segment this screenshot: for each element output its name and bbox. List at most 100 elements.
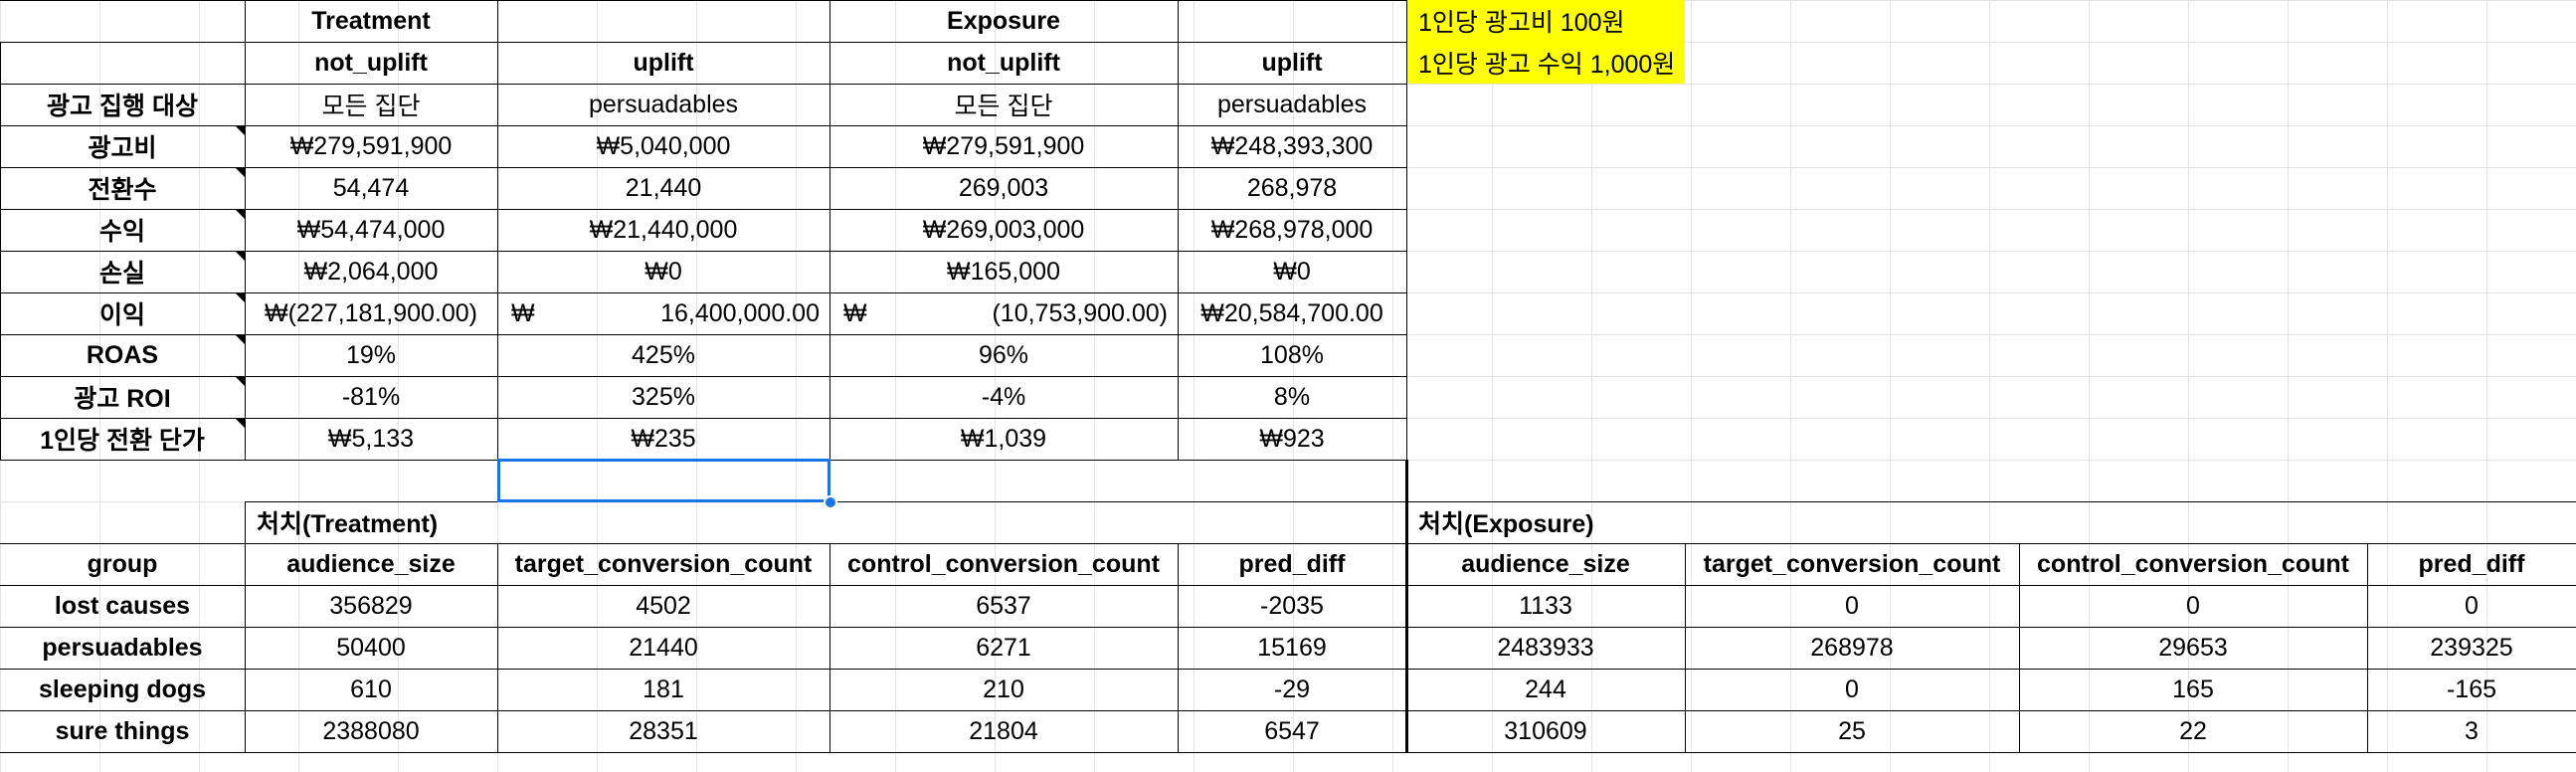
summary-value[interactable]: 8% xyxy=(1273,382,1311,411)
group-value[interactable]: 21440 xyxy=(629,633,698,662)
summary-value[interactable]: 54,474 xyxy=(332,173,410,202)
summary-value[interactable]: persuadables xyxy=(588,90,739,118)
column-header[interactable]: pred_diff xyxy=(2418,549,2525,578)
group-value[interactable]: 239325 xyxy=(2430,633,2513,662)
group-value[interactable]: 0 xyxy=(1845,591,1859,620)
summary-value[interactable]: ₩0 xyxy=(1273,257,1311,286)
group-value[interactable]: 181 xyxy=(643,675,684,703)
summary-value[interactable]: ₩2,064,000 xyxy=(303,257,439,286)
summary-value[interactable]: ₩279,591,900 xyxy=(289,131,453,160)
summary-value[interactable]: 325% xyxy=(632,382,695,411)
summary-value[interactable]: -81% xyxy=(341,382,401,411)
summary-value[interactable]: ₩248,393,300 xyxy=(1210,131,1374,160)
note-cell[interactable]: 1인당 광고 수익 1,000원 xyxy=(1406,42,1685,84)
summary-group-header[interactable]: Exposure xyxy=(947,6,1060,35)
summary-value[interactable]: 108% xyxy=(1260,340,1324,369)
summary-row-label[interactable]: 수익 xyxy=(98,218,145,246)
column-header[interactable]: target_conversion_count xyxy=(1703,549,2001,578)
summary-sub-header[interactable]: not_uplift xyxy=(947,48,1060,77)
group-value[interactable]: 6547 xyxy=(1264,716,1320,745)
cell-note-marker[interactable] xyxy=(236,252,245,261)
group-value[interactable]: 15169 xyxy=(1257,633,1327,662)
exposure-title[interactable]: 처치(Exposure) xyxy=(1418,510,1594,538)
summary-value[interactable]: ₩20,584,700.00 xyxy=(1200,298,1383,327)
cell-note-marker[interactable] xyxy=(236,210,245,219)
group-label[interactable]: persuadables xyxy=(42,633,203,662)
summary-value[interactable]: ₩5,040,000 xyxy=(596,131,731,160)
summary-value[interactable]: 모든 집단 xyxy=(954,93,1053,120)
summary-value[interactable]: ₩1,039 xyxy=(960,424,1047,453)
summary-value[interactable]: 21,440 xyxy=(625,173,702,202)
summary-row-label[interactable]: 광고비 xyxy=(88,134,157,162)
group-label[interactable]: sleeping dogs xyxy=(38,675,207,703)
summary-value[interactable]: 모든 집단 xyxy=(321,93,421,120)
summary-value[interactable]: 19% xyxy=(345,340,397,369)
summary-group-header[interactable] xyxy=(1178,0,1406,42)
group-value[interactable]: 268978 xyxy=(1810,633,1894,662)
group-value[interactable]: -165 xyxy=(2446,675,2497,703)
group-value[interactable]: 244 xyxy=(1525,675,1566,703)
group-label[interactable]: sure things xyxy=(55,716,190,745)
group-value[interactable]: 22 xyxy=(2179,716,2207,745)
summary-value[interactable]: ₩16,400,000.00 xyxy=(497,292,829,334)
summary-sub-header[interactable]: uplift xyxy=(633,48,694,77)
treatment-title[interactable]: 처치(Treatment) xyxy=(257,510,439,538)
group-value[interactable]: 25 xyxy=(1838,716,1866,745)
summary-value[interactable]: ₩0 xyxy=(644,257,682,286)
summary-value[interactable]: ₩(227,181,900.00) xyxy=(264,298,478,327)
column-header[interactable]: control_conversion_count xyxy=(2037,549,2349,578)
group-value[interactable]: 4502 xyxy=(636,591,691,620)
group-value[interactable]: 1133 xyxy=(1519,591,1572,620)
summary-row-label[interactable]: ROAS xyxy=(86,340,159,369)
selected-cell[interactable] xyxy=(497,459,830,502)
group-value[interactable]: 21804 xyxy=(969,716,1038,745)
summary-value[interactable]: ₩923 xyxy=(1259,424,1325,453)
summary-value[interactable]: 269,003 xyxy=(958,173,1049,202)
summary-value[interactable]: ₩279,591,900 xyxy=(922,131,1085,160)
group-value[interactable]: 356829 xyxy=(329,591,413,620)
cell-note-marker[interactable] xyxy=(236,419,245,428)
column-header[interactable]: target_conversion_count xyxy=(514,549,813,578)
summary-group-header[interactable]: Treatment xyxy=(311,6,431,35)
summary-row-label[interactable]: 손실 xyxy=(98,260,145,288)
group-value[interactable]: 0 xyxy=(2465,591,2479,620)
summary-row-label[interactable]: 광고 집행 대상 xyxy=(47,93,198,120)
summary-value[interactable]: ₩269,003,000 xyxy=(922,215,1085,244)
group-value[interactable]: 29653 xyxy=(2158,633,2228,662)
group-value[interactable]: 0 xyxy=(2186,591,2200,620)
group-value[interactable]: 50400 xyxy=(336,633,406,662)
summary-value[interactable]: ₩5,133 xyxy=(327,424,415,453)
summary-value[interactable]: ₩ (10,753,900.00) xyxy=(829,292,1178,334)
summary-sub-header[interactable]: not_uplift xyxy=(314,48,428,77)
column-header[interactable]: control_conversion_count xyxy=(847,549,1160,578)
group-label[interactable]: lost causes xyxy=(54,591,191,620)
group-value[interactable]: 0 xyxy=(1845,675,1859,703)
summary-value[interactable]: ₩235 xyxy=(631,424,696,453)
summary-value[interactable]: 425% xyxy=(632,340,695,369)
summary-value[interactable]: ₩54,474,000 xyxy=(296,215,446,244)
group-value[interactable]: -2035 xyxy=(1260,591,1324,620)
cell-note-marker[interactable] xyxy=(236,293,245,302)
summary-group-header[interactable] xyxy=(497,0,829,42)
group-value[interactable]: 6271 xyxy=(976,633,1031,662)
group-value[interactable]: -29 xyxy=(1273,675,1311,703)
cell-note-marker[interactable] xyxy=(236,335,245,344)
group-value[interactable]: 210 xyxy=(983,675,1024,703)
group-value[interactable]: 28351 xyxy=(629,716,698,745)
fill-handle[interactable] xyxy=(824,495,837,509)
cell-note-marker[interactable] xyxy=(236,126,245,135)
column-header[interactable]: group xyxy=(87,549,158,578)
note-cell[interactable]: 1인당 광고비 100원 xyxy=(1406,0,1685,42)
summary-value[interactable]: ₩268,978,000 xyxy=(1210,215,1374,244)
cell-note-marker[interactable] xyxy=(236,168,245,177)
group-value[interactable]: 2388080 xyxy=(322,716,420,745)
summary-row-label[interactable]: 광고 ROI xyxy=(74,385,171,413)
summary-row-label[interactable]: 1인당 전환 단가 xyxy=(40,427,205,455)
summary-value[interactable]: ₩21,440,000 xyxy=(589,215,738,244)
group-value[interactable]: 6537 xyxy=(976,591,1031,620)
group-value[interactable]: 610 xyxy=(350,675,392,703)
summary-value[interactable]: persuadables xyxy=(1216,90,1368,118)
summary-value[interactable]: ₩165,000 xyxy=(947,257,1060,286)
summary-value[interactable]: 96% xyxy=(978,340,1029,369)
